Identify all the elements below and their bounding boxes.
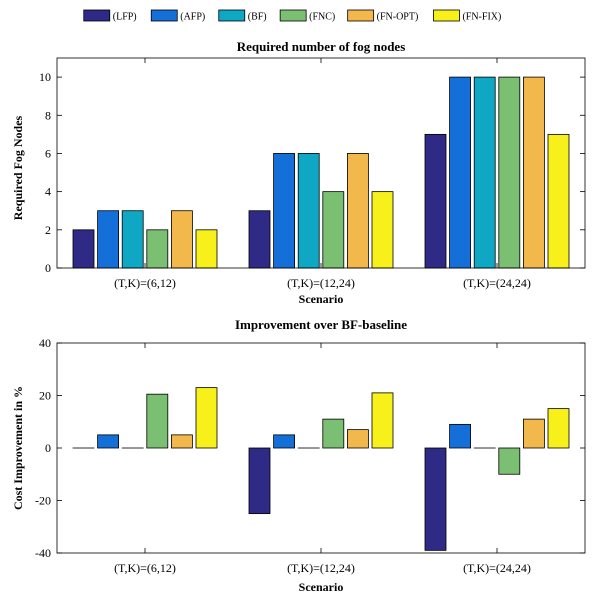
y-tick-label: -40	[35, 546, 51, 560]
y-tick-label: 10	[39, 70, 51, 84]
legend-swatch	[433, 9, 460, 22]
bar	[371, 191, 394, 269]
bar	[449, 423, 472, 449]
bar	[146, 393, 169, 449]
bar	[346, 429, 369, 449]
x-tick-label: (T,K)=(6,12)	[114, 561, 176, 575]
x-axis-label: Scenario	[299, 292, 344, 306]
legend-swatch	[83, 9, 111, 22]
y-tick-label: 0	[45, 441, 51, 455]
bar	[498, 76, 521, 269]
legend-label: (FN-FIX)	[462, 12, 501, 23]
legend-swatch	[218, 9, 246, 22]
bar	[146, 229, 169, 269]
bar	[248, 210, 271, 269]
x-tick-label: (T,K)=(6,12)	[114, 276, 176, 290]
bar	[498, 447, 521, 475]
bar	[523, 76, 545, 269]
y-tick-label: 40	[39, 336, 51, 350]
bar	[97, 434, 119, 449]
x-axis-label: Scenario	[299, 580, 344, 594]
legend-swatch	[150, 9, 178, 22]
bar	[473, 76, 496, 269]
x-tick-label: (T,K)=(24,24)	[463, 561, 531, 575]
bar	[170, 210, 193, 269]
bar	[322, 418, 345, 449]
chart-title: Required number of fog nodes	[237, 39, 406, 54]
bar	[322, 191, 345, 269]
bar	[297, 153, 320, 269]
y-tick-label: 20	[39, 389, 51, 403]
bar	[449, 76, 472, 269]
legend-label: (LFP)	[113, 12, 137, 23]
y-tick-label: 4	[45, 185, 51, 199]
y-axis-label: Cost Improvement in %	[11, 386, 25, 510]
bar	[273, 153, 296, 269]
legend-label: (FNC)	[309, 12, 335, 23]
x-tick-label: (T,K)=(12,24)	[287, 561, 355, 575]
bar	[170, 434, 193, 449]
bar	[248, 447, 271, 515]
bar	[523, 418, 545, 449]
legend-label: (FN-OPT)	[377, 12, 419, 23]
bar	[195, 387, 218, 449]
bar	[346, 153, 369, 269]
y-tick-label: -20	[35, 494, 51, 508]
chart-required-fog-nodes: Required number of fog nodes 0 2 4 6 8 10 (T,K)…	[11, 39, 586, 306]
chart-cost-improvement: Improvement over BF-baseline -40 -20 0 20 40 (…	[11, 317, 586, 594]
bar	[547, 408, 570, 449]
bar	[371, 392, 394, 449]
y-tick-label: 2	[45, 223, 51, 237]
chart-title: Improvement over BF-baseline	[235, 317, 407, 332]
y-tick-label: 8	[45, 108, 51, 122]
bar	[273, 434, 296, 449]
y-axis-label: Required Fog Nodes	[11, 115, 25, 220]
bar	[72, 229, 95, 269]
x-tick-label: (T,K)=(24,24)	[463, 276, 531, 290]
legend: (LFP) (AFP) (BF) (FNC) (FN-OPT) (FN-FIX)	[83, 9, 501, 23]
x-tick-label: (T,K)=(12,24)	[287, 276, 355, 290]
y-tick-label: 6	[45, 146, 51, 160]
bar	[547, 133, 570, 269]
legend-swatch	[279, 9, 307, 22]
bar	[121, 210, 144, 269]
legend-swatch	[347, 9, 375, 22]
bar	[424, 447, 447, 551]
bar	[97, 210, 119, 269]
legend-label: (AFP)	[180, 12, 205, 23]
legend-label: (BF)	[248, 12, 267, 23]
y-tick-label: 0	[45, 261, 51, 275]
bar	[424, 133, 447, 269]
bar	[195, 229, 218, 269]
